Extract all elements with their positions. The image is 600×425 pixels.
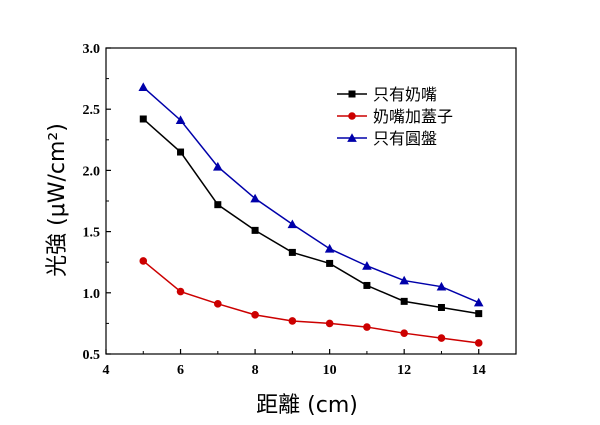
x-tick-label: 8: [252, 363, 259, 378]
legend-marker: [348, 90, 356, 98]
x-tick-label: 4: [103, 363, 110, 378]
series-2: [139, 257, 483, 347]
x-tick-label: 10: [323, 363, 337, 378]
data-point: [325, 319, 334, 328]
plot-border: [105, 47, 517, 355]
y-tick-label: 2.5: [83, 103, 101, 118]
data-point: [288, 248, 296, 256]
data-point: [437, 334, 446, 342]
x-tick-label: 14: [472, 363, 486, 378]
data-point: [326, 259, 334, 267]
plot-frame: [105, 47, 517, 355]
data-point: [437, 303, 445, 311]
data-point: [251, 311, 259, 319]
series-1: [139, 115, 483, 318]
data-point: [324, 243, 335, 253]
y-tick-label: 0.5: [83, 348, 101, 363]
data-point: [362, 261, 372, 270]
legend-label: 只有奶嘴: [373, 85, 437, 104]
y-tick-label: 2.0: [83, 164, 101, 179]
data-point: [251, 226, 259, 234]
data-point: [288, 317, 297, 325]
data-point: [287, 219, 298, 229]
series-layer: [138, 82, 484, 347]
data-point: [214, 300, 222, 308]
data-point: [139, 257, 148, 265]
y-tick-label: 3.0: [83, 42, 101, 57]
data-point: [176, 287, 185, 296]
data-point: [363, 281, 371, 289]
series-line: [142, 86, 480, 304]
data-point: [250, 193, 260, 203]
data-point: [139, 115, 147, 123]
y-axis-title: 光強 (μW/cm²): [45, 123, 70, 277]
series-line: [142, 118, 479, 315]
legend-marker: [348, 112, 356, 120]
y-tick-label: 1.5: [83, 226, 101, 241]
legend-label: 奶嘴加蓋子: [373, 107, 453, 126]
legend-label: 只有圓盤: [373, 129, 437, 148]
data-point: [363, 323, 371, 331]
legend-item: 只有奶嘴: [337, 85, 437, 104]
data-point: [175, 115, 186, 125]
y-axis: 0.5 1.0 1.5 2.0 2.5 3.0: [83, 42, 111, 363]
data-point: [177, 148, 185, 156]
data-point: [475, 310, 483, 318]
legend-item: 只有圓盤: [337, 129, 437, 148]
x-tick-label: 6: [177, 363, 184, 378]
data-point: [473, 297, 484, 307]
x-axis: 4 6 8 10 12 14: [103, 349, 517, 378]
data-point: [214, 201, 222, 209]
x-tick-label: 12: [397, 363, 411, 378]
data-point: [436, 281, 447, 291]
legend-item: 奶嘴加蓋子: [337, 107, 453, 126]
legend-marker: [347, 133, 357, 142]
data-point: [213, 161, 223, 171]
data-point: [138, 82, 149, 92]
x-axis-title: 距離 (cm): [256, 393, 358, 418]
data-point: [400, 297, 408, 305]
series-line: [142, 260, 479, 344]
data-point: [399, 275, 409, 285]
series-3: [138, 82, 484, 307]
data-point: [474, 339, 483, 347]
data-point: [400, 329, 408, 337]
y-tick-label: 1.0: [83, 287, 101, 302]
